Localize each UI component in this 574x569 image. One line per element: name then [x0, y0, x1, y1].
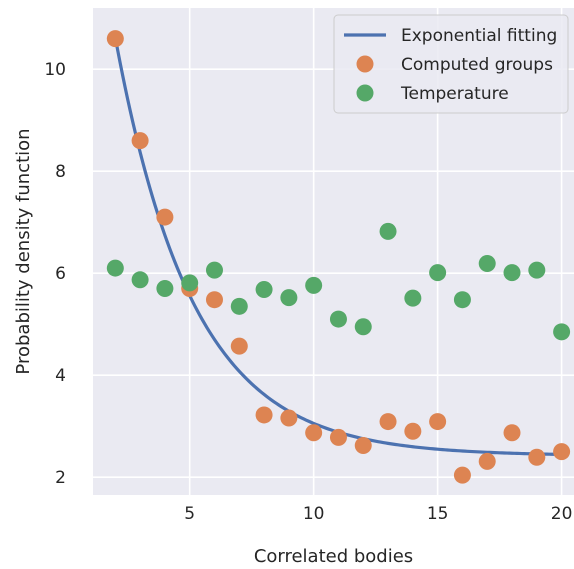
computed-groups-point	[354, 437, 372, 455]
temperature-point	[478, 254, 496, 272]
temperature-point	[230, 297, 248, 315]
temperature-point	[205, 261, 223, 279]
computed-groups-point	[453, 466, 471, 484]
x-tick-label: 5	[184, 504, 195, 524]
temperature-point	[404, 289, 422, 307]
computed-groups-point	[205, 291, 223, 309]
temperature-point	[453, 291, 471, 309]
legend-label-exponential-fitting: Exponential fitting	[401, 26, 557, 46]
computed-groups-point	[156, 208, 174, 226]
temperature-point	[280, 289, 298, 307]
x-axis-label: Correlated bodies	[254, 546, 413, 567]
temperature-point	[255, 280, 273, 298]
x-tick-labels: 5 10 15 20	[184, 504, 572, 524]
computed-groups-point	[404, 422, 422, 440]
computed-groups-point	[553, 443, 571, 461]
legend-label-computed-groups: Computed groups	[401, 55, 553, 75]
temperature-point	[379, 222, 397, 240]
temperature-point	[553, 323, 571, 341]
temperature-point	[503, 264, 521, 282]
computed-groups-point	[106, 30, 124, 48]
x-tick-label: 20	[551, 504, 573, 524]
temperature-point	[305, 276, 323, 294]
legend-box	[333, 14, 569, 114]
computed-groups-point	[280, 409, 298, 427]
data-points	[106, 30, 571, 484]
legend-swatch-computed-groups	[356, 55, 374, 73]
y-tick-labels: 2 4 6 8 10	[44, 60, 66, 488]
y-tick-label: 2	[55, 468, 66, 488]
temperature-point	[106, 259, 124, 277]
legend-label-temperature: Temperature	[400, 84, 509, 104]
computed-groups-point	[379, 413, 397, 431]
computed-groups-point	[503, 424, 521, 442]
computed-groups-point	[429, 413, 447, 431]
legend: Exponential fitting Computed groups Temper…	[333, 14, 569, 114]
temperature-point	[354, 318, 372, 336]
y-tick-label: 6	[55, 264, 66, 284]
temperature-point	[528, 261, 546, 279]
temperature-point	[329, 310, 347, 328]
computed-groups-point	[305, 424, 323, 442]
x-tick-label: 15	[427, 504, 449, 524]
computed-groups-point	[131, 132, 149, 150]
y-tick-label: 4	[55, 366, 66, 386]
temperature-point	[131, 271, 149, 289]
temperature-point	[429, 264, 447, 282]
legend-swatch-temperature	[356, 84, 374, 102]
x-tick-label: 10	[303, 504, 325, 524]
y-axis-label: Probability density function	[13, 128, 34, 374]
temperature-point	[181, 274, 199, 292]
computed-groups-point	[230, 337, 248, 355]
computed-groups-point	[478, 452, 496, 470]
y-tick-label: 8	[55, 162, 66, 182]
computed-groups-point	[255, 406, 273, 424]
temperature-point	[156, 279, 174, 297]
y-tick-label: 10	[44, 60, 66, 80]
computed-groups-point	[329, 428, 347, 446]
computed-groups-point	[528, 448, 546, 466]
